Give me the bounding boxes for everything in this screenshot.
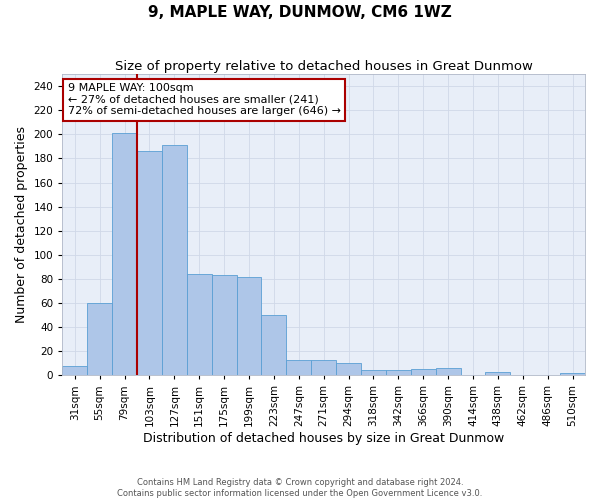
Bar — [187, 274, 212, 376]
Bar — [436, 368, 461, 376]
Bar — [411, 370, 436, 376]
Bar — [311, 360, 336, 376]
X-axis label: Distribution of detached houses by size in Great Dunmow: Distribution of detached houses by size … — [143, 432, 504, 445]
Bar — [62, 366, 87, 376]
Bar — [485, 372, 511, 376]
Text: 9 MAPLE WAY: 100sqm
← 27% of detached houses are smaller (241)
72% of semi-detac: 9 MAPLE WAY: 100sqm ← 27% of detached ho… — [68, 83, 341, 116]
Bar — [286, 360, 311, 376]
Bar — [87, 303, 112, 376]
Bar — [212, 276, 236, 376]
Bar — [137, 152, 162, 376]
Bar — [361, 370, 386, 376]
Bar — [112, 133, 137, 376]
Bar — [386, 370, 411, 376]
Bar — [560, 373, 585, 376]
Text: Contains HM Land Registry data © Crown copyright and database right 2024.
Contai: Contains HM Land Registry data © Crown c… — [118, 478, 482, 498]
Title: Size of property relative to detached houses in Great Dunmow: Size of property relative to detached ho… — [115, 60, 533, 73]
Text: 9, MAPLE WAY, DUNMOW, CM6 1WZ: 9, MAPLE WAY, DUNMOW, CM6 1WZ — [148, 5, 452, 20]
Bar — [262, 315, 286, 376]
Y-axis label: Number of detached properties: Number of detached properties — [15, 126, 28, 323]
Bar — [162, 145, 187, 376]
Bar — [236, 276, 262, 376]
Bar — [336, 363, 361, 376]
